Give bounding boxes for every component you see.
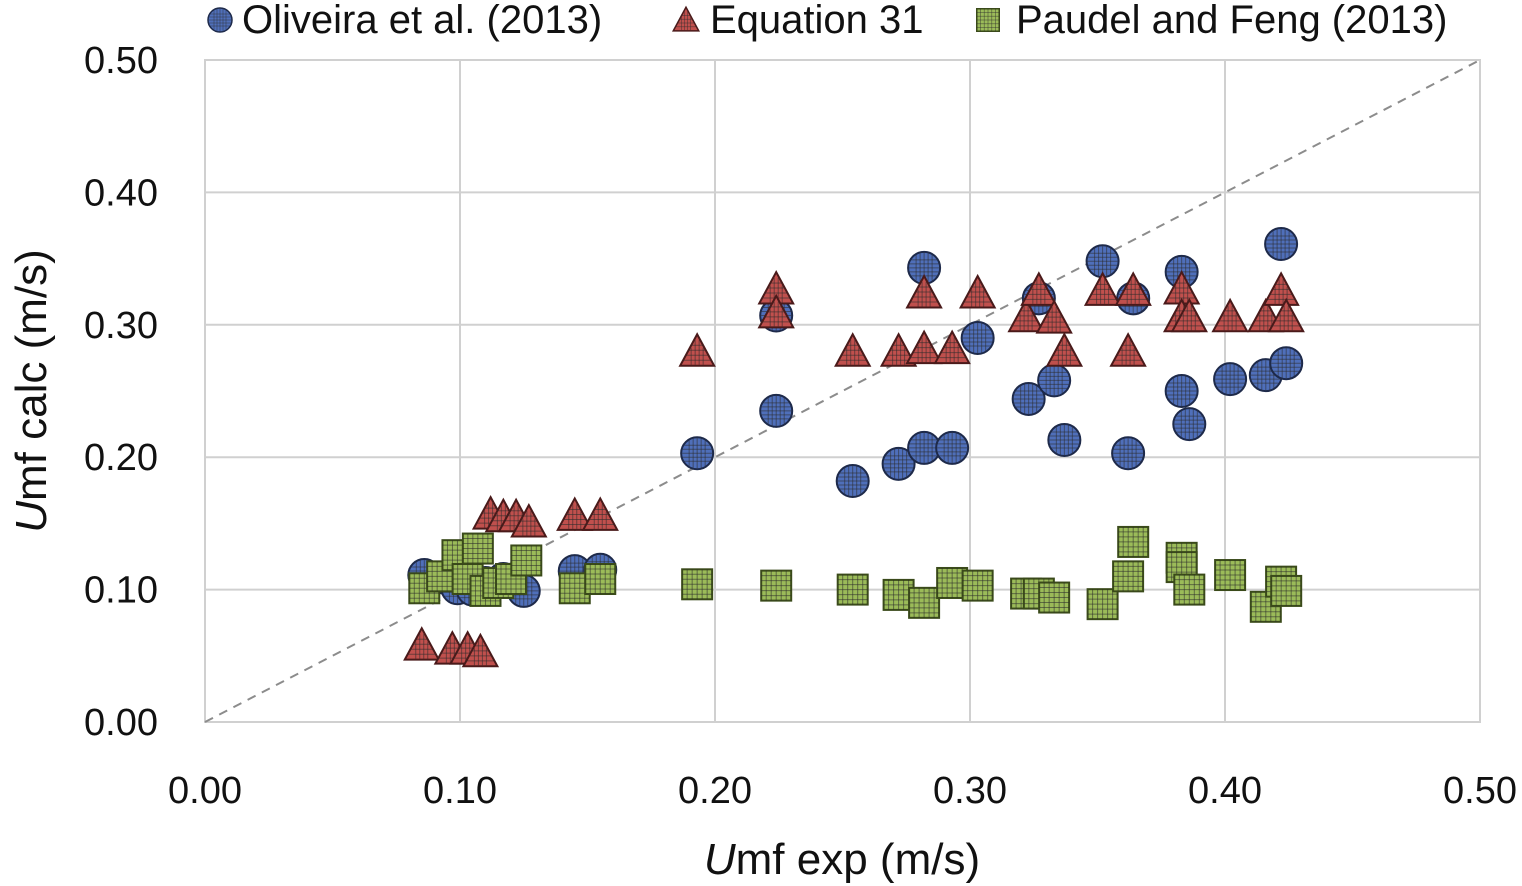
legend-circle-marker xyxy=(207,7,233,33)
triangle-data-point xyxy=(1109,332,1147,367)
triangle-data-point xyxy=(461,632,500,668)
triangle-data-point xyxy=(1035,299,1073,334)
square-data-point xyxy=(1270,574,1303,607)
triangle-data-point xyxy=(1045,332,1084,367)
triangle-data-point xyxy=(834,332,872,367)
y-tick-label: 0.30 xyxy=(84,305,158,347)
square-data-point xyxy=(1038,581,1071,614)
x-tick-label: 0.50 xyxy=(1443,770,1517,812)
legend-item-oliveira: Oliveira et al. (2013) xyxy=(207,0,602,42)
circle-data-point xyxy=(1269,346,1304,381)
circle-data-point xyxy=(1111,436,1146,471)
circle-data-point xyxy=(1085,244,1120,279)
triangle-data-point xyxy=(1267,297,1305,333)
circle-data-point xyxy=(835,464,870,499)
y-axis-title-rest: mf calc (m/s) xyxy=(7,249,56,501)
triangle-data-point xyxy=(1083,271,1122,306)
data-markers xyxy=(403,227,1305,668)
legend-label-equation-31: Equation 31 xyxy=(710,0,924,42)
y-tick-labels: 0.00 0.10 0.20 0.30 0.40 0.50 xyxy=(84,40,158,744)
circle-data-point xyxy=(1213,362,1248,397)
triangle-data-point xyxy=(757,293,795,329)
circle-data-point xyxy=(935,430,970,465)
legend-item-equation-31: Equation 31 xyxy=(671,0,924,42)
triangle-data-point xyxy=(678,332,716,367)
x-tick-labels: 0.00 0.10 0.20 0.30 0.40 0.50 xyxy=(168,770,1517,812)
legend-item-paudel-feng: Paudel and Feng (2013) xyxy=(976,0,1447,42)
triangle-data-point xyxy=(933,329,971,365)
y-tick-label: 0.10 xyxy=(84,570,158,612)
triangle-data-point xyxy=(1007,297,1045,333)
x-axis-title: Umf exp (m/s) xyxy=(704,835,980,884)
circle-data-point xyxy=(907,430,942,465)
square-data-point xyxy=(461,532,494,565)
triangle-data-point xyxy=(958,273,997,309)
square-data-point xyxy=(836,573,869,606)
y-tick-label: 0.40 xyxy=(84,172,158,214)
legend-square-icon xyxy=(976,8,1000,32)
circle-data-point xyxy=(759,393,794,428)
circle-data-point xyxy=(1172,407,1207,442)
square-data-point xyxy=(584,563,617,596)
triangle-data-point xyxy=(403,626,441,661)
triangle-data-point xyxy=(581,496,619,531)
x-axis-title-italic: U xyxy=(704,835,736,884)
y-tick-label: 0.20 xyxy=(84,437,158,479)
square-data-point xyxy=(961,569,994,602)
square-data-point xyxy=(681,568,714,601)
triangle-data-point xyxy=(1170,297,1208,333)
square-data-point xyxy=(908,586,941,619)
triangle-data-point xyxy=(510,502,548,538)
circle-data-point xyxy=(960,321,995,356)
triangle-data-point xyxy=(1114,271,1152,306)
triangle-data-point xyxy=(556,496,594,531)
triangle-data-point xyxy=(879,332,918,367)
legend-triangle-icon xyxy=(671,5,701,32)
square-data-point xyxy=(1086,588,1119,621)
triangle-data-point xyxy=(1211,297,1249,333)
circle-data-point xyxy=(1011,381,1046,416)
triangle-data-point xyxy=(905,273,943,309)
circle-data-point xyxy=(1047,422,1082,457)
square-data-point xyxy=(1214,559,1247,592)
legend-label-oliveira: Oliveira et al. (2013) xyxy=(242,0,602,42)
circle-data-point xyxy=(680,436,715,471)
square-data-point xyxy=(1112,560,1145,593)
circle-data-point xyxy=(881,446,916,481)
y-tick-label: 0.50 xyxy=(84,40,158,82)
x-tick-label: 0.40 xyxy=(1188,770,1262,812)
circle-data-point xyxy=(1164,374,1199,408)
x-tick-label: 0.30 xyxy=(933,770,1007,812)
square-data-point xyxy=(1117,525,1150,558)
legend-label-paudel-feng: Paudel and Feng (2013) xyxy=(1016,0,1447,42)
circle-data-point xyxy=(1037,363,1072,398)
square-data-point xyxy=(510,544,543,577)
gridlines xyxy=(204,59,1481,723)
x-tick-label: 0.00 xyxy=(168,770,242,812)
square-data-point xyxy=(1173,573,1206,606)
square-data-point xyxy=(882,578,915,611)
x-axis-title-rest: mf exp (m/s) xyxy=(736,835,980,884)
x-tick-label: 0.10 xyxy=(423,770,497,812)
circle-data-point xyxy=(1264,227,1299,262)
legend-triangle-marker xyxy=(671,5,701,32)
legend: Oliveira et al. (2013) Equation 31 Paude… xyxy=(207,0,1447,42)
y-axis-title-italic: U xyxy=(7,501,56,533)
triangle-data-point xyxy=(1020,271,1058,306)
triangle-data-point xyxy=(905,329,943,365)
legend-circle-icon xyxy=(207,7,233,33)
y-tick-label: 0.00 xyxy=(84,702,158,744)
square-data-point xyxy=(760,569,793,602)
legend-square-marker xyxy=(976,8,1000,32)
x-tick-label: 0.20 xyxy=(678,770,752,812)
y-axis-title: Umf calc (m/s) xyxy=(7,249,56,533)
triangle-data-point xyxy=(1262,271,1300,306)
